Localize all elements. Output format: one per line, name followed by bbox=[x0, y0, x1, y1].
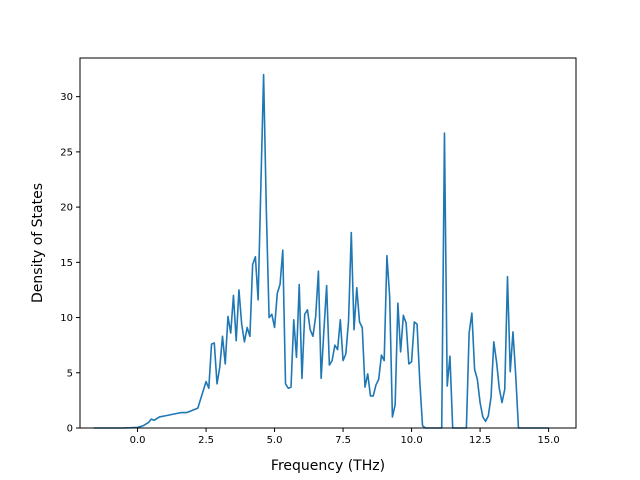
y-axis-ticks: 0 5 10 15 20 25 30 bbox=[60, 92, 80, 435]
x-tick-label: 10.0 bbox=[400, 435, 422, 446]
x-axis-label: Frequency (THz) bbox=[271, 458, 385, 474]
x-tick-label: 12.5 bbox=[469, 435, 491, 446]
y-tick-label: 30 bbox=[60, 92, 73, 103]
x-axis-ticks: 0.0 2.5 5.0 7.5 10.0 12.5 15.0 bbox=[130, 428, 560, 446]
x-tick-label: 0.0 bbox=[130, 435, 146, 446]
dos-series-line-0 bbox=[93, 73, 549, 429]
y-axis-label: Density of States bbox=[30, 183, 46, 303]
x-tick-label: 15.0 bbox=[537, 435, 559, 446]
y-tick-label: 10 bbox=[60, 313, 73, 324]
y-tick-label: 25 bbox=[60, 147, 73, 158]
x-tick-label: 7.5 bbox=[335, 435, 351, 446]
axes-frame bbox=[79, 57, 577, 429]
y-tick-label: 0 bbox=[67, 424, 73, 435]
y-tick-label: 20 bbox=[60, 203, 73, 214]
x-tick-label: 5.0 bbox=[267, 435, 283, 446]
y-tick-label: 15 bbox=[60, 258, 73, 269]
x-tick-label: 2.5 bbox=[198, 435, 214, 446]
y-tick-label: 5 bbox=[67, 368, 73, 379]
plot-area bbox=[93, 73, 549, 429]
